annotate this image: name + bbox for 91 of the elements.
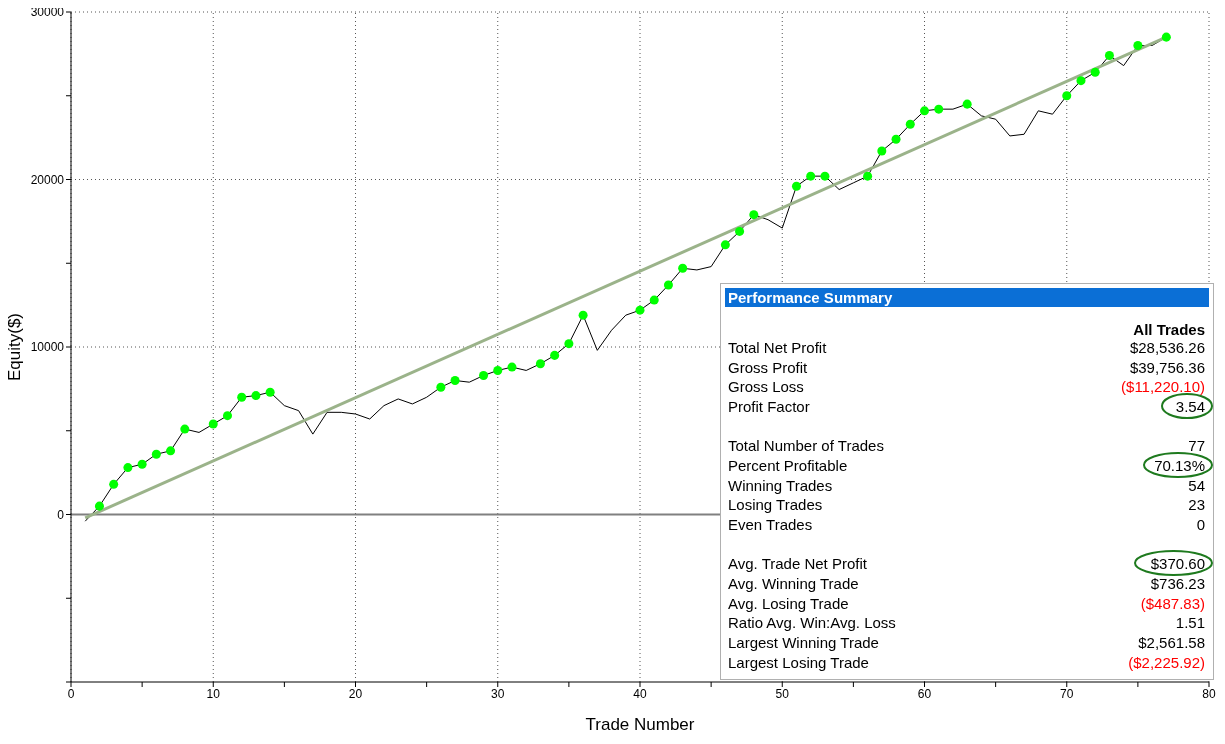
point xyxy=(1104,51,1114,61)
x-tick-label: 50 xyxy=(775,686,790,701)
point xyxy=(891,134,901,144)
point xyxy=(436,382,446,392)
point xyxy=(479,370,489,380)
point xyxy=(493,365,503,375)
annotation: Largest Winning Trade xyxy=(728,633,879,653)
x-tick-label: 30 xyxy=(491,686,505,701)
annotation: 3.54 xyxy=(1175,397,1205,417)
point xyxy=(1090,67,1100,77)
point xyxy=(237,392,247,402)
annotation: 77 xyxy=(1188,436,1205,457)
annotation: 54 xyxy=(1188,475,1205,496)
y-tick-label: 0 xyxy=(57,507,65,522)
point xyxy=(806,171,816,181)
x-axis-title: Trade Number xyxy=(585,715,695,734)
y-tick-label: 10000 xyxy=(30,340,65,355)
x-tick-label: 0 xyxy=(67,686,75,701)
point xyxy=(208,419,218,429)
point xyxy=(863,171,873,181)
point xyxy=(166,446,176,456)
annotation: Percent Profitable xyxy=(728,456,848,476)
annotation: $370.60 xyxy=(1150,554,1205,575)
point xyxy=(550,350,560,360)
point xyxy=(735,226,745,236)
annotation: ($487.83) xyxy=(1140,593,1205,614)
x-tick-label: 60 xyxy=(917,686,932,701)
header-panel: Performance Summary xyxy=(725,288,1209,307)
annotation: ($2,225.92) xyxy=(1128,652,1205,673)
point xyxy=(251,391,261,401)
point xyxy=(123,463,133,473)
point xyxy=(450,375,460,386)
x-tick-label: 20 xyxy=(348,686,363,701)
point xyxy=(222,411,232,421)
point xyxy=(265,387,275,397)
annotation: Gross Loss xyxy=(728,377,804,398)
point xyxy=(635,305,645,315)
point xyxy=(109,479,119,489)
annotation: $736.23 xyxy=(1150,574,1205,594)
point xyxy=(1161,32,1171,42)
point xyxy=(678,263,688,273)
point xyxy=(564,339,574,349)
annotation: 0 xyxy=(1196,515,1205,535)
point xyxy=(94,501,104,511)
point xyxy=(663,280,673,290)
point xyxy=(578,310,588,320)
y-tick-label: 20000 xyxy=(30,172,65,187)
annotation: ($11,220.10) xyxy=(1121,377,1205,398)
annotation: All Trades xyxy=(1132,321,1206,338)
y-tick-label: 30000 xyxy=(30,5,65,20)
annotation: Avg. Losing Trade xyxy=(728,593,849,614)
point xyxy=(877,146,887,156)
annotation: Total Number of Trades xyxy=(728,436,884,457)
x-tick-label: 70 xyxy=(1060,686,1074,701)
annotation: $2,561.58 xyxy=(1138,633,1205,653)
annotation: 70.13% xyxy=(1154,456,1205,476)
annotation: Largest Losing Trade xyxy=(728,652,869,673)
y-axis-title: Equity($) xyxy=(5,312,25,382)
point xyxy=(962,99,972,109)
annotation: Losing Trades xyxy=(728,495,823,516)
annotation: Avg. Trade Net Profit xyxy=(728,554,867,575)
x-tick-label: 80 xyxy=(1202,686,1216,701)
annotation: Winning Trades xyxy=(728,475,833,496)
point xyxy=(151,449,161,459)
annotation: Avg. Winning Trade xyxy=(728,574,859,594)
point xyxy=(180,424,190,434)
point xyxy=(905,119,915,129)
point xyxy=(720,240,730,250)
point xyxy=(1076,76,1086,86)
annotation: Ratio Avg. Win:Avg. Loss xyxy=(728,613,896,634)
x-tick-label: 10 xyxy=(206,686,221,701)
annotation: Even Trades xyxy=(728,515,813,535)
point xyxy=(137,459,147,469)
annotation: Total Net Profit xyxy=(728,338,827,358)
annotation: 1.51 xyxy=(1175,613,1205,634)
point xyxy=(1133,40,1143,51)
x-tick-label: 40 xyxy=(633,686,647,701)
annotation: 23 xyxy=(1188,495,1205,516)
point xyxy=(649,295,659,305)
point xyxy=(749,210,759,220)
point xyxy=(820,171,830,181)
point xyxy=(535,359,545,369)
point xyxy=(507,362,517,372)
annotation: $39,756.36 xyxy=(1129,357,1205,378)
point xyxy=(1062,91,1072,101)
annotation: Gross Profit xyxy=(728,357,808,378)
point xyxy=(934,104,944,114)
point xyxy=(919,106,930,116)
annotation: $28,536.26 xyxy=(1129,338,1205,358)
point xyxy=(791,181,801,191)
annotation: Profit Factor xyxy=(728,397,810,417)
